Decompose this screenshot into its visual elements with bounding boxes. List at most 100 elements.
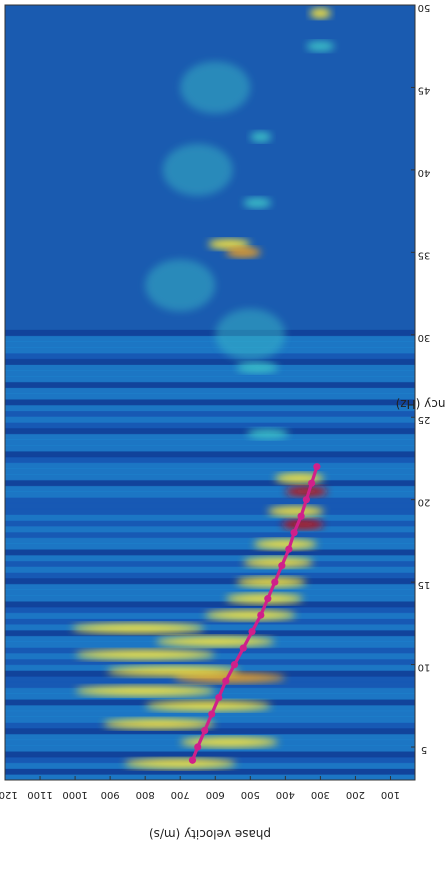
heatmap-band [5, 647, 415, 654]
x-tick-label: 10 [418, 662, 431, 673]
heatmap-energy-blob [243, 557, 314, 568]
x-tick-label: 45 [418, 84, 431, 95]
heatmap-energy-blob [145, 700, 272, 711]
x-tick-label: 30 [418, 332, 431, 343]
dispersion-curve-layer [188, 463, 321, 764]
heatmap-diffuse-zone [180, 61, 251, 114]
x-tick-label: 40 [418, 167, 431, 178]
y-tick-label: 200 [346, 789, 365, 800]
heatmap-band [5, 347, 415, 354]
heatmap-band [5, 508, 415, 516]
heatmap-band [5, 728, 415, 735]
heatmap-energy-blob [274, 473, 324, 484]
heatmap-band [5, 451, 415, 458]
heatmap-band [5, 514, 415, 521]
heatmap-band [5, 583, 415, 591]
heatmap-band [5, 468, 415, 475]
heatmap-energy-blob [243, 197, 272, 208]
y-tick-label: 1000 [62, 789, 87, 800]
heatmap-band [5, 364, 415, 371]
heatmap-energy-blob [225, 247, 261, 258]
heatmap-band [5, 601, 415, 608]
heatmap-energy-blob [106, 666, 240, 677]
x-tick-label: 25 [418, 414, 431, 425]
dispersion-point [302, 496, 310, 504]
heatmap-band [5, 352, 415, 360]
y-tick-labels: 1200 1100 1000 900 800 700 600 500 400 300 200 100 [0, 776, 400, 800]
heatmap-band [5, 370, 415, 377]
heatmap-band [5, 526, 415, 533]
heatmap-band [5, 745, 415, 752]
heatmap-band [5, 624, 415, 631]
dispersion-point [308, 479, 316, 487]
dispersion-point [264, 595, 272, 603]
dispersion-point [248, 627, 256, 636]
heatmap-band [5, 768, 415, 775]
dispersion-point [257, 611, 265, 619]
heatmap-band [5, 399, 415, 406]
heatmap-band [5, 445, 415, 452]
heatmap-band [5, 404, 415, 412]
heatmap-band [5, 358, 415, 365]
heatmap-band [5, 520, 415, 527]
y-tick-label: 400 [276, 789, 295, 800]
y-tick-label: 700 [171, 789, 190, 800]
heatmap-band [5, 681, 415, 689]
heatmap-band [5, 658, 415, 666]
dispersion-point [222, 677, 230, 685]
heatmap-layer [5, 8, 415, 780]
heatmap-band [5, 393, 415, 400]
dispersion-point [215, 693, 223, 702]
heatmap-band [5, 572, 415, 579]
heatmap-energy-blob [204, 610, 296, 621]
dispersion-point [285, 545, 293, 553]
dispersion-point [271, 578, 279, 586]
heatmap-band [5, 774, 415, 780]
heatmap-band [5, 410, 415, 417]
y-tick-label: 600 [206, 789, 225, 800]
heatmap-band [5, 497, 415, 504]
heatmap-band [5, 595, 415, 602]
heatmap-band [5, 554, 415, 562]
heatmap-energy-blob [208, 239, 251, 250]
heatmap-energy-blob [285, 486, 328, 497]
heatmap-energy-blob [71, 623, 205, 634]
dispersion-point [297, 512, 305, 520]
heatmap-band [5, 462, 415, 469]
heatmap-band [5, 733, 415, 741]
heatmap-energy-blob [180, 737, 279, 748]
heatmap-band [5, 606, 415, 614]
heatmap-energy-blob [155, 636, 275, 647]
heatmap-band [5, 751, 415, 758]
heatmap-band [5, 456, 415, 464]
heatmap-band [5, 491, 415, 498]
heatmap-band [5, 589, 415, 596]
heatmap-energy-blob [124, 758, 237, 769]
heatmap-energy-blob [306, 41, 335, 52]
dispersion-point [230, 660, 239, 669]
heatmap-band [5, 329, 415, 337]
heatmap-band [5, 335, 415, 342]
x-tick-label: 5 [421, 744, 427, 755]
heatmap-band [5, 693, 415, 700]
heatmap-energy-blob [236, 362, 279, 373]
heatmap-band [5, 578, 415, 585]
y-tick-label: 300 [311, 789, 330, 800]
dispersion-point [188, 756, 197, 764]
x-tick-label: 50 [418, 2, 431, 13]
heatmap-energy-blob [309, 8, 331, 19]
dispersion-point [290, 529, 298, 537]
heatmap-band [5, 422, 415, 429]
heatmap-band [5, 341, 415, 348]
dispersion-point [278, 562, 286, 570]
heatmap-band [5, 618, 415, 625]
heatmap-energy-blob [253, 539, 317, 550]
y-tick-label: 500 [241, 789, 260, 800]
heatmap-band [5, 479, 415, 487]
heatmap-band [5, 502, 415, 510]
y-tick-label: 900 [101, 789, 120, 800]
heatmap-band [5, 427, 415, 435]
x-axis-title: frequency (Hz) [396, 397, 446, 411]
heatmap-band [5, 560, 415, 567]
